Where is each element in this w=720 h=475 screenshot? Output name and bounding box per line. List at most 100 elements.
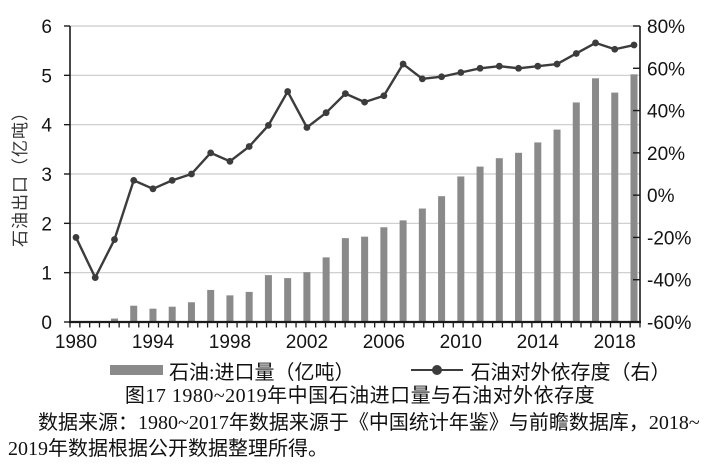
dependence-point-1994 bbox=[149, 185, 157, 193]
dependence-point-1995 bbox=[168, 176, 176, 184]
right-axis-ticks bbox=[633, 25, 640, 323]
bar-2009 bbox=[438, 196, 446, 322]
dependence-point-2012 bbox=[495, 62, 503, 70]
bar-2011 bbox=[476, 166, 484, 322]
x-axis-label-1980: 1980 bbox=[55, 332, 97, 353]
right-axis-label--20: -20% bbox=[647, 228, 691, 249]
dependence-point-2010 bbox=[457, 69, 465, 76]
figure-caption-source: 数据来源：1980~2017年数据来源于《中国统计年鉴》与前瞻数据库，2018~… bbox=[0, 409, 720, 462]
legend-imports-label: 石油:进口量（亿吨） bbox=[169, 361, 355, 384]
dependence-point-2001 bbox=[284, 88, 292, 95]
right-axis-label-80: 80% bbox=[647, 17, 685, 38]
dependence-point-1999 bbox=[245, 143, 253, 150]
import-bars bbox=[110, 74, 638, 322]
dependence-point-2004 bbox=[341, 90, 349, 98]
bar-1993 bbox=[130, 305, 138, 322]
chart-canvas: 0 1 2 3 4 5 6 80% 60% 40% 20% 0% -20% -40% -60% 1980 199… bbox=[41, 17, 691, 353]
gridlines bbox=[70, 25, 640, 274]
dependence-point-2013 bbox=[515, 64, 522, 72]
left-axis-label-0: 0 bbox=[41, 313, 52, 334]
bar-2000 bbox=[264, 275, 272, 322]
dependence-point-1985 bbox=[91, 274, 99, 281]
legend: 石油:进口量（亿吨） 石油对外依存度（右） bbox=[0, 356, 720, 385]
dependence-point-1997 bbox=[207, 149, 215, 157]
chart-area: 0 1 2 3 4 5 6 80% 60% 40% 20% 0% -20% -40% -60% 1980 199… bbox=[11, 17, 691, 353]
bar-1990 bbox=[110, 318, 118, 322]
dependence-point-1998 bbox=[226, 157, 234, 165]
left-axis-label-2: 2 bbox=[41, 214, 52, 235]
dependence-point-2002 bbox=[303, 124, 311, 131]
x-axis-label-2010: 2010 bbox=[440, 332, 482, 353]
x-axis-label-2018: 2018 bbox=[594, 332, 636, 353]
right-axis-label-20: 20% bbox=[647, 144, 685, 165]
caption-block: 图17 1980~2019年中国石油进口量与石油对外依存度 数据来源：1980~… bbox=[0, 384, 720, 462]
bar-1998 bbox=[226, 295, 234, 322]
bar-2002 bbox=[303, 272, 311, 322]
dependence-point-1996 bbox=[188, 170, 195, 178]
dependence-point-2018 bbox=[611, 45, 619, 53]
dependence-point-1990 bbox=[111, 236, 118, 243]
right-axis-label-0: 0% bbox=[647, 186, 675, 207]
source-line-2: 2019年数据根据公开数据整理所得。 bbox=[8, 438, 328, 460]
dependence-line bbox=[74, 41, 635, 279]
bar-swatch-icon bbox=[110, 365, 163, 375]
legend-dependence-label: 石油对外依存度（右） bbox=[470, 361, 671, 384]
dependence-point-2011 bbox=[476, 64, 484, 72]
bar-2012 bbox=[495, 158, 503, 322]
bar-2004 bbox=[341, 238, 349, 322]
source-line-1: 数据来源：1980~2017年数据来源于《中国统计年鉴》与前瞻数据库，2018~ bbox=[38, 412, 700, 434]
dependence-point-2005 bbox=[361, 98, 369, 106]
bar-2005 bbox=[361, 236, 369, 322]
left-axis-label-6: 6 bbox=[41, 17, 52, 38]
bar-2015 bbox=[553, 129, 561, 322]
bar-2017 bbox=[592, 78, 600, 322]
line-swatch-icon bbox=[410, 365, 463, 375]
bar-2008 bbox=[418, 208, 426, 322]
x-axis-label-1998: 1998 bbox=[209, 332, 251, 353]
left-axis-label-5: 5 bbox=[41, 66, 52, 87]
left-axis-label-4: 4 bbox=[41, 116, 52, 137]
left-axis-label-1: 1 bbox=[41, 264, 52, 285]
dependence-point-2014 bbox=[534, 62, 542, 70]
dependence-point-2019 bbox=[630, 41, 638, 49]
x-axis-ticks bbox=[69, 322, 641, 328]
bar-2016 bbox=[572, 102, 580, 322]
bar-2003 bbox=[322, 257, 330, 322]
bar-1994 bbox=[149, 308, 157, 322]
bar-2001 bbox=[284, 278, 292, 322]
x-axis-label-2002: 2002 bbox=[286, 332, 328, 353]
dependence-point-2009 bbox=[438, 73, 445, 81]
dependence-point-2008 bbox=[418, 75, 426, 83]
right-axis-label--40: -40% bbox=[647, 271, 691, 292]
dependence-point-2015 bbox=[553, 60, 561, 68]
bar-2010 bbox=[457, 176, 465, 322]
right-axis-label-60: 60% bbox=[647, 59, 685, 80]
dependence-point-2017 bbox=[592, 39, 599, 47]
x-axis-label-1994: 1994 bbox=[132, 332, 175, 353]
bar-2013 bbox=[515, 152, 523, 322]
figure-caption-title: 图17 1980~2019年中国石油进口量与石油对外依存度 bbox=[124, 385, 596, 407]
bar-2007 bbox=[399, 220, 407, 322]
dependence-point-1980 bbox=[72, 234, 80, 241]
dependence-point-2006 bbox=[380, 92, 388, 100]
legend-item-imports: 石油:进口量（亿吨） bbox=[110, 356, 355, 385]
bar-1997 bbox=[207, 289, 215, 322]
dependence-point-2000 bbox=[265, 121, 272, 129]
left-axis-ticks bbox=[64, 25, 70, 323]
bar-2006 bbox=[380, 227, 388, 322]
bar-2014 bbox=[534, 142, 542, 322]
dependence-point-2007 bbox=[399, 60, 407, 68]
left-axis-label-3: 3 bbox=[41, 165, 52, 186]
bar-2018 bbox=[611, 92, 619, 322]
bar-2019 bbox=[630, 74, 638, 322]
left-axis-title: 石油出口（亿吨） bbox=[11, 103, 30, 247]
dependence-point-2016 bbox=[572, 50, 580, 57]
right-axis-label-40: 40% bbox=[647, 102, 685, 123]
dependence-point-2003 bbox=[322, 109, 330, 117]
bar-1999 bbox=[245, 291, 253, 322]
x-axis-label-2014: 2014 bbox=[517, 332, 560, 353]
legend-item-dependence: 石油对外依存度（右） bbox=[410, 356, 671, 385]
right-axis-label--60: -60% bbox=[647, 313, 691, 334]
x-axis-label-2006: 2006 bbox=[363, 332, 405, 353]
